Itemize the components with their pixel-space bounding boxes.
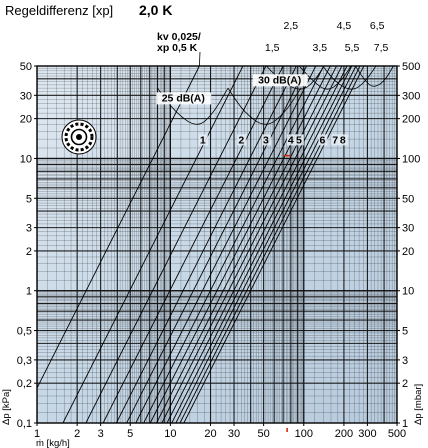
- series-line: [37, 66, 200, 390]
- x-tick-label: 100: [295, 428, 313, 440]
- series-line: [166, 66, 348, 423]
- y-axis-label-right: Δp [mbar]: [413, 384, 424, 425]
- series-label-bg: [338, 134, 348, 146]
- x-tick-label: 1: [34, 428, 40, 440]
- series-label: 3: [263, 134, 269, 146]
- y-tick-label-left: 50: [20, 61, 32, 73]
- series-label-bg: [331, 134, 341, 146]
- series-label-top: 2,5: [284, 20, 299, 32]
- series-label: 1: [200, 134, 206, 146]
- noise-curve: [354, 66, 394, 87]
- kv-annotation-line1: kv 0,025/: [157, 31, 201, 43]
- y-tick-label-right: 100: [402, 153, 420, 165]
- chart-title-label: Regeldifferenz [xp]: [5, 3, 114, 18]
- series-label-bg: [261, 134, 271, 146]
- series-line: [171, 66, 353, 423]
- noise-label: 30 dB(A): [258, 74, 301, 86]
- noise-label-bg: [156, 92, 212, 105]
- noise-curve: [227, 87, 302, 125]
- y-axis-label-left: Δp [kPa]: [1, 389, 12, 425]
- noise-label-bg: [252, 74, 308, 87]
- y-tick-label-left: 30: [20, 90, 32, 102]
- series-label: 2: [238, 134, 244, 146]
- series-line: [102, 66, 284, 423]
- series-label-top: 3,5: [313, 42, 328, 54]
- series-label: 6: [320, 134, 326, 146]
- noise-curve: [322, 66, 377, 90]
- y-tick-label-left: 10: [20, 153, 32, 165]
- x-tick-label: 20: [204, 428, 216, 440]
- kv-leader-line: [198, 51, 201, 67]
- y-tick-label-right: 5: [402, 326, 408, 338]
- series-label-bg: [294, 134, 304, 146]
- series-line: [149, 66, 331, 423]
- y-tick-label-left: 0,3: [17, 355, 32, 367]
- x-tick-label: 30: [228, 428, 240, 440]
- y-tick-label-left: 2: [26, 246, 32, 258]
- y-tick-label-left: 0,2: [17, 378, 32, 390]
- series-label: 7: [332, 134, 338, 146]
- series-label: 5: [296, 134, 302, 146]
- x-tick-label: 3: [98, 428, 104, 440]
- series-line: [179, 66, 361, 423]
- series-line: [183, 66, 365, 423]
- series-label: 4: [288, 134, 294, 146]
- x-tick-label: 5: [127, 428, 133, 440]
- valve-symbol-ring: [64, 122, 94, 152]
- y-tick-label-left: 20: [20, 114, 32, 126]
- y-tick-label-right: 3: [402, 355, 408, 367]
- y-tick-label-right: 2: [402, 378, 408, 390]
- y-tick-label-left: 1: [26, 286, 32, 298]
- series-line: [156, 66, 337, 423]
- series-line: [175, 66, 357, 423]
- series-label-top: 7,5: [374, 42, 389, 54]
- y-tick-label-right: 1: [402, 418, 408, 430]
- series-label-top: 6,5: [370, 20, 385, 32]
- x-tick-label: 200: [335, 428, 353, 440]
- chart-title-value: 2,0 K: [139, 2, 173, 18]
- x-tick-label: 500: [388, 428, 406, 440]
- y-tick-label-right: 50: [402, 193, 414, 205]
- y-tick-label-left: 0,1: [17, 418, 32, 430]
- x-tick-label: 2: [74, 428, 80, 440]
- noise-curve: [298, 66, 352, 90]
- y-tick-label-left: 3: [26, 223, 32, 235]
- series-line: [126, 66, 307, 423]
- series-label-bg: [237, 134, 247, 146]
- y-tick-label-right: 200: [402, 114, 420, 126]
- y-tick-label-right: 300: [402, 90, 420, 102]
- y-tick-label-right: 20: [402, 246, 414, 258]
- x-tick-label: 50: [257, 428, 269, 440]
- series-label-top: 4,5: [337, 20, 352, 32]
- y-tick-label-left: 0,5: [17, 326, 32, 338]
- y-tick-label-right: 10: [402, 286, 414, 298]
- y-tick-label-right: 30: [402, 223, 414, 235]
- series-line: [143, 66, 325, 423]
- y-tick-label-left: 5: [26, 193, 32, 205]
- series-label: 8: [340, 134, 346, 146]
- series-line: [115, 66, 297, 423]
- series-label-top: 5,5: [345, 42, 360, 54]
- y-tick-label-right: 500: [402, 61, 420, 73]
- series-label-bg: [286, 134, 296, 146]
- series-line: [62, 66, 244, 423]
- series-label-top: 1,5: [265, 42, 280, 54]
- series-label-bg: [318, 134, 328, 146]
- noise-label: 25 dB(A): [162, 92, 205, 104]
- kv-annotation-line2: xp 0,5 K: [157, 42, 198, 54]
- x-tick-label: 300: [358, 428, 376, 440]
- series-line: [135, 66, 317, 423]
- series-label-bg: [198, 134, 208, 146]
- x-axis-label: ṁ [kg/h]: [36, 438, 70, 448]
- x-tick-label: 10: [164, 428, 176, 440]
- series-line: [161, 66, 343, 423]
- plot-border: [36, 65, 398, 424]
- noise-curve: [265, 66, 325, 90]
- plot-content: [37, 66, 397, 423]
- valve-symbol-core: [76, 134, 82, 140]
- series-line: [85, 66, 267, 423]
